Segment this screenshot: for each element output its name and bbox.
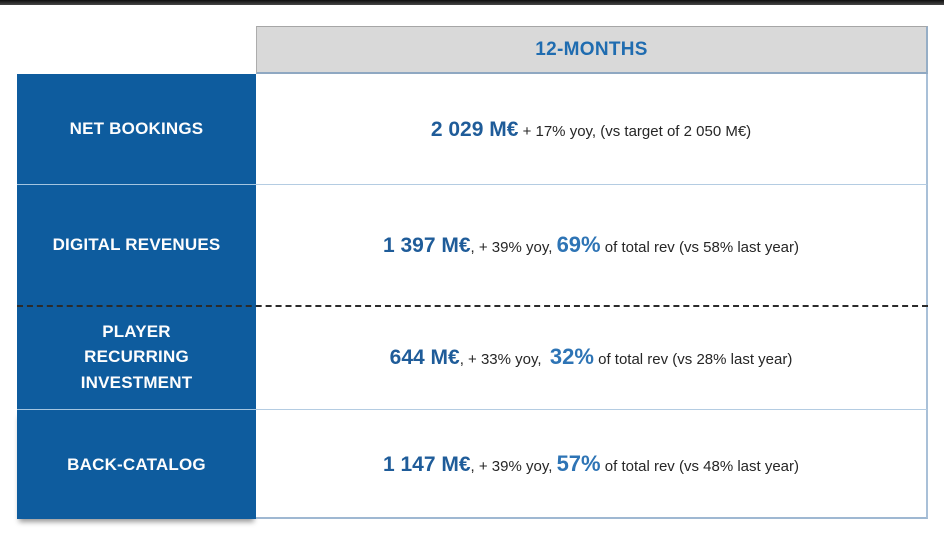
row-label-player-recurring-investment: PLAYER RECURRING INVESTMENT <box>17 305 256 410</box>
value-line: 1 147 M€, + 39% yoy, 57% of total rev (v… <box>375 451 807 477</box>
value-line: 644 M€, + 33% yoy, 32% of total rev (vs … <box>382 344 801 370</box>
table-corner-spacer <box>17 26 256 74</box>
value-line: 2 029 M€ + 17% yoy, (vs target of 2 050 … <box>423 116 759 142</box>
row-value-player-recurring-investment: 644 M€, + 33% yoy, 32% of total rev (vs … <box>256 305 928 410</box>
metric-tail: of total rev (vs 28% last year) <box>593 351 793 368</box>
metric-percent: 57% <box>556 450 601 476</box>
row-label-text: DIGITAL REVENUES <box>52 235 221 255</box>
row-label-text: PLAYER RECURRING INVESTMENT <box>80 321 193 392</box>
metric-detail: , + 39% yoy, <box>470 457 557 475</box>
metric-tail: of total rev (vs 58% last year) <box>600 239 800 256</box>
metric-percent: 32% <box>549 344 594 369</box>
window-top-bar <box>0 0 944 5</box>
column-header-label: 12-MONTHS <box>535 38 648 60</box>
metric-detail: + 17% yoy, (vs target of 2 050 M€) <box>518 123 752 140</box>
kpi-table: 12-MONTHS NET BOOKINGS 2 029 M€ + 17% yo… <box>17 26 928 519</box>
row-label-text: NET BOOKINGS <box>69 119 204 139</box>
metric-value: 644 M€ <box>389 346 460 369</box>
row-label-net-bookings: NET BOOKINGS <box>17 74 256 185</box>
metric-percent: 69% <box>556 232 601 257</box>
row-value-back-catalog: 1 147 M€, + 39% yoy, 57% of total rev (v… <box>256 410 928 519</box>
column-header-12-months: 12-MONTHS <box>256 26 928 74</box>
row-label-back-catalog: BACK-CATALOG <box>17 410 256 519</box>
row-value-digital-revenues: 1 397 M€, + 39% yoy, 69% of total rev (v… <box>256 185 928 305</box>
metric-tail: of total rev (vs 48% last year) <box>600 457 800 475</box>
row-label-text: BACK-CATALOG <box>67 454 206 474</box>
value-line: 1 397 M€, + 39% yoy, 69% of total rev (v… <box>375 232 807 258</box>
metric-detail: , + 39% yoy, <box>470 239 557 256</box>
metric-value: 1 397 M€ <box>382 234 471 257</box>
row-label-digital-revenues: DIGITAL REVENUES <box>17 185 256 305</box>
dashed-divider <box>17 305 928 307</box>
metric-value: 2 029 M€ <box>430 118 519 141</box>
metric-detail: , + 33% yoy, <box>459 351 550 368</box>
metric-value: 1 147 M€ <box>382 452 471 476</box>
row-value-net-bookings: 2 029 M€ + 17% yoy, (vs target of 2 050 … <box>256 74 928 185</box>
